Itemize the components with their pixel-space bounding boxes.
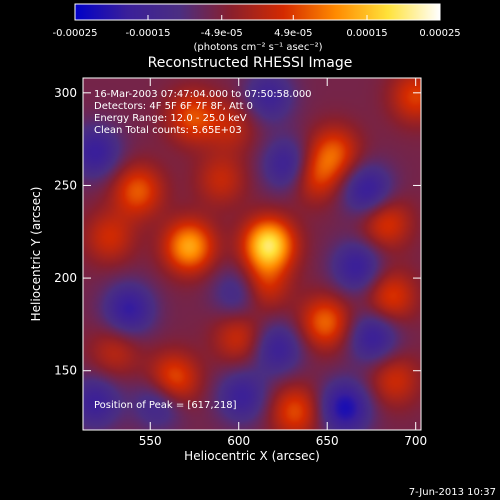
y-axis-tick-labels: 150 200 250 300 bbox=[54, 86, 77, 378]
plot-area: 550 600 650 700 150 200 250 300 bbox=[54, 77, 427, 448]
colorbar-unit-label: (photons cm⁻² s⁻¹ asec⁻²) bbox=[193, 42, 322, 53]
colorbar-tick-label: -0.00015 bbox=[126, 28, 171, 39]
colorbar-ticks bbox=[74, 15, 441, 20]
y-tick-label: 250 bbox=[54, 178, 77, 192]
x-tick-label: 600 bbox=[227, 434, 250, 448]
colorbar-tick-label: 0.00025 bbox=[419, 28, 460, 39]
y-axis-ticks bbox=[83, 92, 421, 372]
x-axis-label: Heliocentric X (arcsec) bbox=[184, 449, 320, 463]
plot-frame bbox=[82, 77, 422, 431]
peak-position-label: Position of Peak = [617,218] bbox=[94, 400, 237, 411]
colorbar-bar bbox=[74, 3, 441, 21]
x-tick-label: 550 bbox=[139, 434, 162, 448]
colorbar-tick-label: -0.00025 bbox=[53, 28, 98, 39]
colorbar: -0.00025 -0.00015 -4.9e-05 4.9e-05 0.00015 0.… bbox=[53, 3, 461, 53]
x-tick-label: 700 bbox=[404, 434, 427, 448]
colorbar-tick-label: 4.9e-05 bbox=[274, 28, 312, 39]
chart-title: Reconstructed RHESSI Image bbox=[148, 55, 353, 71]
annotation-line: Energy Range: 12.0 - 25.0 keV bbox=[94, 113, 247, 124]
y-tick-label: 150 bbox=[54, 364, 77, 378]
footer-date: 7-Jun-2013 10:37 bbox=[409, 487, 496, 498]
y-tick-label: 200 bbox=[54, 271, 77, 285]
y-axis-label: Heliocentric Y (arcsec) bbox=[29, 187, 43, 322]
colorbar-tick-label: -4.9e-05 bbox=[201, 28, 243, 39]
colorbar-tick-label: 0.00015 bbox=[346, 28, 387, 39]
y-tick-label: 300 bbox=[54, 86, 77, 100]
annotation-line: Detectors: 4F 5F 6F 7F 8F, Att 0 bbox=[94, 101, 253, 112]
x-tick-label: 650 bbox=[316, 434, 339, 448]
annotation-line: Clean Total counts: 5.65E+03 bbox=[94, 125, 242, 136]
x-axis-tick-labels: 550 600 650 700 bbox=[139, 434, 427, 448]
heatmap-image bbox=[83, 78, 421, 430]
annotation-line: 16-Mar-2003 07:47:04.000 to 07:50:58.000 bbox=[94, 89, 312, 100]
annotation-block: 16-Mar-2003 07:47:04.000 to 07:50:58.000… bbox=[94, 89, 312, 136]
colorbar-tick-labels: -0.00025 -0.00015 -4.9e-05 4.9e-05 0.00015 0.… bbox=[53, 28, 461, 39]
x-axis-ticks bbox=[149, 78, 417, 430]
